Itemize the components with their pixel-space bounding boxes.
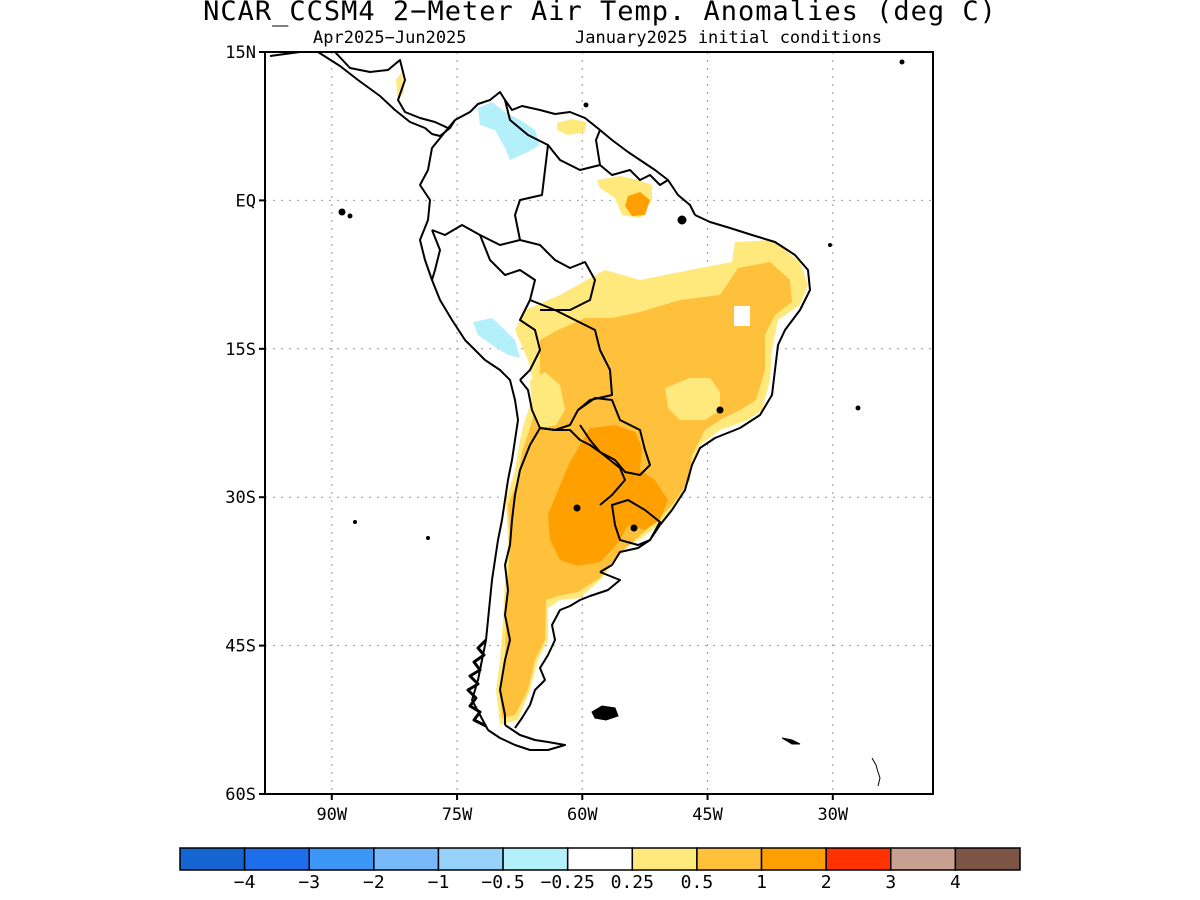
argentina-coast	[514, 571, 621, 729]
san-felix-island	[353, 520, 357, 524]
venezuela-border	[547, 129, 601, 171]
colorbar-label: −0.5	[481, 872, 524, 893]
colorbar-swatch	[308, 847, 375, 871]
colorbar-swatch	[696, 847, 763, 871]
anomaly-region-neg-0.25-0.5	[478, 102, 540, 160]
lat-tick-label: 15S	[225, 340, 256, 360]
juan-fernandez-islands	[426, 536, 430, 540]
south-america-north-coast	[454, 91, 696, 216]
colorbar-swatch	[760, 847, 827, 871]
forecast-period: Apr2025−Jun2025	[313, 28, 467, 48]
galapagos-islands	[338, 208, 346, 216]
guianas-border	[599, 164, 669, 186]
colorbar-label: −4	[234, 872, 256, 893]
marajo-island	[677, 215, 687, 225]
anomaly-region-neg-0.25-0.5	[473, 318, 520, 358]
colorbar-swatch	[179, 847, 246, 871]
anomaly-region-0.25-0.5	[665, 378, 720, 420]
colorbar-label: 2	[821, 872, 832, 893]
colorbar-label: 0.5	[681, 872, 714, 893]
lon-tick-label: 75W	[442, 805, 473, 825]
colombia-border	[431, 99, 549, 246]
colorbar-label: −1	[428, 872, 450, 893]
pacific-coast	[419, 119, 519, 731]
plot-frame	[264, 51, 934, 795]
uruguay-border	[611, 499, 661, 546]
axes: 15N EQ 15S 30S 45S 60S 90W 75W 60W 45W 30W	[225, 43, 849, 825]
colorbar-swatch	[502, 847, 569, 871]
lon-tick-label: 45W	[692, 805, 723, 825]
fernando-de-noronha	[828, 243, 832, 247]
lat-tick-label: 15N	[225, 43, 256, 63]
lon-tick-label: 30W	[817, 805, 848, 825]
colorbar-label: 4	[950, 872, 961, 893]
map-title: NCAR_CCSM4 2−Meter Air Temp. Anomalies (…	[203, 0, 997, 27]
colorbar-label: −2	[363, 872, 385, 893]
colorbar-label: 3	[885, 872, 896, 893]
missing-data-cell	[734, 306, 750, 326]
coastlines	[269, 52, 811, 751]
south-sandwich-islands	[871, 757, 881, 787]
lon-tick-label: 60W	[567, 805, 598, 825]
anomaly-region-0.25-0.5	[557, 119, 586, 135]
south-georgia	[781, 737, 801, 745]
chile-fjords	[466, 638, 488, 728]
colorbar-label: −3	[298, 872, 320, 893]
pantanal-lake	[716, 406, 724, 414]
lake-mar-chiquita	[573, 504, 581, 512]
colorbar-label: −0.25	[541, 872, 595, 893]
chile-argentina-border	[499, 427, 541, 725]
colorbar-swatch	[954, 847, 1021, 871]
colorbar-swatch	[373, 847, 440, 871]
argentina-north-border	[539, 427, 626, 506]
country-borders	[431, 99, 669, 725]
anomaly-region-1-2	[548, 425, 668, 566]
lat-tick-label: 30S	[225, 488, 256, 508]
colorbar-label: 1	[756, 872, 767, 893]
galapagos-islands	[347, 213, 353, 219]
anomaly-region-0.25-0.5	[530, 372, 565, 428]
anomaly-shading	[396, 72, 808, 725]
anomaly-region-1-2	[625, 192, 650, 216]
trindade-island	[855, 405, 861, 411]
cabo-verde-island	[899, 59, 905, 65]
initial-conditions: January2025 initial conditions	[575, 28, 883, 48]
ecuador-border	[431, 229, 441, 281]
trinidad-island	[583, 102, 589, 108]
colorbar-swatch	[825, 847, 892, 871]
falkland-islands	[591, 705, 619, 721]
map-content	[269, 52, 905, 787]
brazil-west-border	[519, 239, 596, 311]
lat-tick-label: 60S	[225, 785, 256, 805]
colorbar: −4 −3 −2 −1 −0.5 −0.25 0.25 0.5 1 2 3 4	[179, 847, 1021, 893]
central-america-coast	[269, 52, 456, 137]
colorbar-swatch	[890, 847, 957, 871]
anomaly-region-0.25-0.5	[396, 72, 404, 100]
colorbar-swatch	[243, 847, 310, 871]
colorbar-swatch	[437, 847, 504, 871]
central-america-coast	[334, 52, 449, 129]
colorbar-swatch	[631, 847, 698, 871]
colorbar-swatch	[566, 847, 634, 871]
lat-tick-label: EQ	[236, 191, 256, 211]
lagoa-dos-patos	[630, 524, 638, 532]
colorbar-label: 0.25	[611, 872, 654, 893]
islands	[338, 59, 905, 787]
lon-tick-label: 90W	[316, 805, 347, 825]
bolivia-border	[519, 299, 613, 431]
lat-tick-label: 45S	[225, 637, 256, 657]
tierra-del-fuego-coast	[487, 724, 566, 751]
